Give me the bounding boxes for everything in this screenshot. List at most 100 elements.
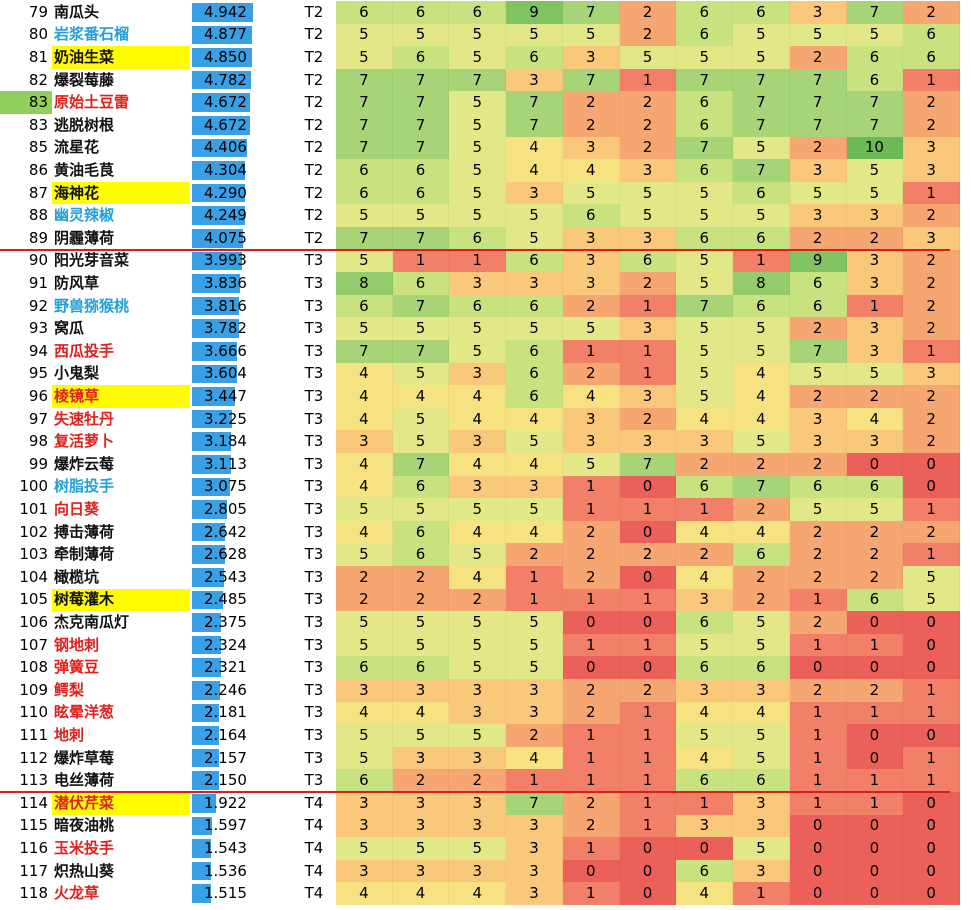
rank-cell[interactable]: 106 — [19, 612, 48, 631]
stat-cell[interactable]: 2 — [619, 114, 677, 137]
stat-cell[interactable]: 7 — [733, 475, 790, 499]
stat-cell[interactable]: 4 — [733, 701, 790, 725]
stat-cell[interactable]: 3 — [619, 430, 677, 453]
plant-name-cell[interactable]: 爆炸草莓 — [54, 748, 115, 767]
plant-name-cell[interactable]: 南瓜头 — [54, 2, 100, 21]
tier-cell[interactable]: T3 — [304, 432, 324, 451]
stat-cell[interactable]: 4 — [562, 159, 620, 182]
score-cell[interactable]: 1.515 — [192, 882, 292, 905]
stat-cell[interactable]: 8 — [336, 272, 393, 295]
tier-cell[interactable]: T2 — [304, 115, 324, 134]
stat-cell[interactable]: 5 — [392, 633, 450, 657]
stat-cell[interactable]: 1 — [846, 792, 904, 815]
rank-cell[interactable]: 83 — [28, 115, 48, 134]
tier-cell[interactable]: T3 — [304, 409, 324, 428]
plant-name-cell[interactable]: 牵制薄荷 — [54, 545, 115, 564]
stat-cell[interactable]: 6 — [392, 181, 450, 205]
stat-cell[interactable]: 1 — [392, 249, 450, 273]
tier-cell[interactable]: T3 — [304, 499, 324, 518]
stat-cell[interactable]: 5 — [449, 159, 507, 182]
tier-cell[interactable]: T3 — [304, 296, 324, 315]
stat-cell[interactable]: 4 — [733, 385, 790, 408]
plant-name-cell[interactable]: 小鬼梨 — [54, 364, 100, 383]
stat-cell[interactable]: 4 — [733, 407, 790, 431]
stat-cell[interactable]: 1 — [846, 701, 904, 725]
stat-cell[interactable]: 5 — [562, 23, 620, 47]
plant-name-cell[interactable]: 流星花 — [54, 138, 100, 157]
rank-cell[interactable]: 86 — [28, 160, 48, 179]
stat-cell[interactable]: 0 — [619, 656, 677, 679]
stat-cell[interactable]: 7 — [392, 340, 450, 363]
stat-cell[interactable]: 1 — [562, 746, 620, 770]
stat-cell[interactable]: 5 — [733, 340, 790, 363]
stat-cell[interactable]: 0 — [903, 724, 960, 747]
plant-name-cell[interactable]: 眩晕洋葱 — [54, 703, 115, 722]
stat-cell[interactable]: 1 — [846, 769, 904, 792]
tier-cell[interactable]: T3 — [304, 771, 324, 790]
score-cell[interactable]: 3.225 — [192, 408, 292, 431]
stat-cell[interactable]: 4 — [336, 882, 393, 905]
stat-cell[interactable]: 3 — [676, 430, 734, 453]
stat-cell[interactable]: 3 — [733, 859, 790, 883]
stat-cell[interactable]: 3 — [562, 227, 620, 250]
stat-cell[interactable]: 6 — [336, 656, 393, 679]
stat-cell[interactable]: 2 — [789, 520, 847, 544]
stat-cell[interactable]: 6 — [506, 385, 563, 408]
stat-cell[interactable]: 5 — [392, 23, 450, 47]
stat-cell[interactable]: 7 — [392, 68, 450, 92]
score-cell[interactable]: 2.543 — [192, 566, 292, 589]
stat-cell[interactable]: 5 — [336, 837, 393, 860]
stat-cell[interactable]: 7 — [676, 294, 734, 318]
rank-cell[interactable]: 98 — [28, 432, 48, 451]
stat-cell[interactable]: 6 — [506, 249, 563, 273]
stat-cell[interactable]: 5 — [449, 611, 507, 634]
stat-cell[interactable]: 1 — [903, 68, 960, 92]
stat-cell[interactable]: 6 — [789, 475, 847, 499]
stat-cell[interactable]: 2 — [449, 588, 507, 612]
stat-cell[interactable]: 2 — [846, 679, 904, 702]
stat-cell[interactable]: 2 — [619, 407, 677, 431]
stat-cell[interactable]: 2 — [789, 543, 847, 566]
score-cell[interactable]: 2.642 — [192, 521, 292, 544]
tier-cell[interactable]: T3 — [304, 635, 324, 654]
plant-name-cell[interactable]: 黄油毛茛 — [54, 160, 115, 179]
stat-cell[interactable]: 2 — [789, 317, 847, 340]
stat-cell[interactable]: 4 — [506, 520, 563, 544]
stat-cell[interactable]: 5 — [392, 837, 450, 860]
stat-cell[interactable]: 5 — [846, 362, 904, 386]
stat-cell[interactable]: 6 — [676, 769, 734, 792]
stat-cell[interactable]: 4 — [449, 385, 507, 408]
stat-cell[interactable]: 2 — [903, 317, 960, 340]
stat-cell[interactable]: 6 — [392, 543, 450, 566]
stat-cell[interactable]: 6 — [449, 294, 507, 318]
tier-cell[interactable]: T2 — [304, 93, 324, 112]
stat-cell[interactable]: 5 — [392, 317, 450, 340]
stat-cell[interactable]: 1 — [562, 633, 620, 657]
stat-cell[interactable]: 2 — [903, 114, 960, 137]
score-cell[interactable]: 2.805 — [192, 498, 292, 521]
stat-cell[interactable]: 3 — [449, 859, 507, 883]
rank-cell[interactable]: 117 — [19, 861, 48, 880]
stat-cell[interactable]: 2 — [789, 46, 847, 69]
stat-cell[interactable]: 3 — [392, 792, 450, 815]
stat-cell[interactable]: 3 — [676, 588, 734, 612]
tier-cell[interactable]: T3 — [304, 477, 324, 496]
rank-cell[interactable]: 110 — [19, 703, 48, 722]
plant-name-cell[interactable]: 防风草 — [54, 273, 100, 292]
stat-cell[interactable]: 4 — [336, 475, 393, 499]
rank-cell[interactable]: 116 — [19, 838, 48, 857]
stat-cell[interactable]: 3 — [336, 859, 393, 883]
stat-cell[interactable]: 3 — [506, 181, 563, 205]
stat-cell[interactable]: 2 — [336, 566, 393, 589]
tier-cell[interactable]: T2 — [304, 47, 324, 66]
stat-cell[interactable]: 3 — [562, 430, 620, 453]
stat-cell[interactable]: 3 — [846, 430, 904, 453]
tier-cell[interactable]: T2 — [304, 138, 324, 157]
tier-cell[interactable]: T3 — [304, 725, 324, 744]
score-cell[interactable]: 4.249 — [192, 204, 292, 227]
stat-cell[interactable]: 5 — [733, 46, 790, 69]
score-cell[interactable]: 4.850 — [192, 46, 292, 69]
stat-cell[interactable]: 4 — [392, 701, 450, 725]
stat-cell[interactable]: 6 — [336, 181, 393, 205]
plant-name-cell[interactable]: 原始土豆雷 — [54, 93, 130, 112]
